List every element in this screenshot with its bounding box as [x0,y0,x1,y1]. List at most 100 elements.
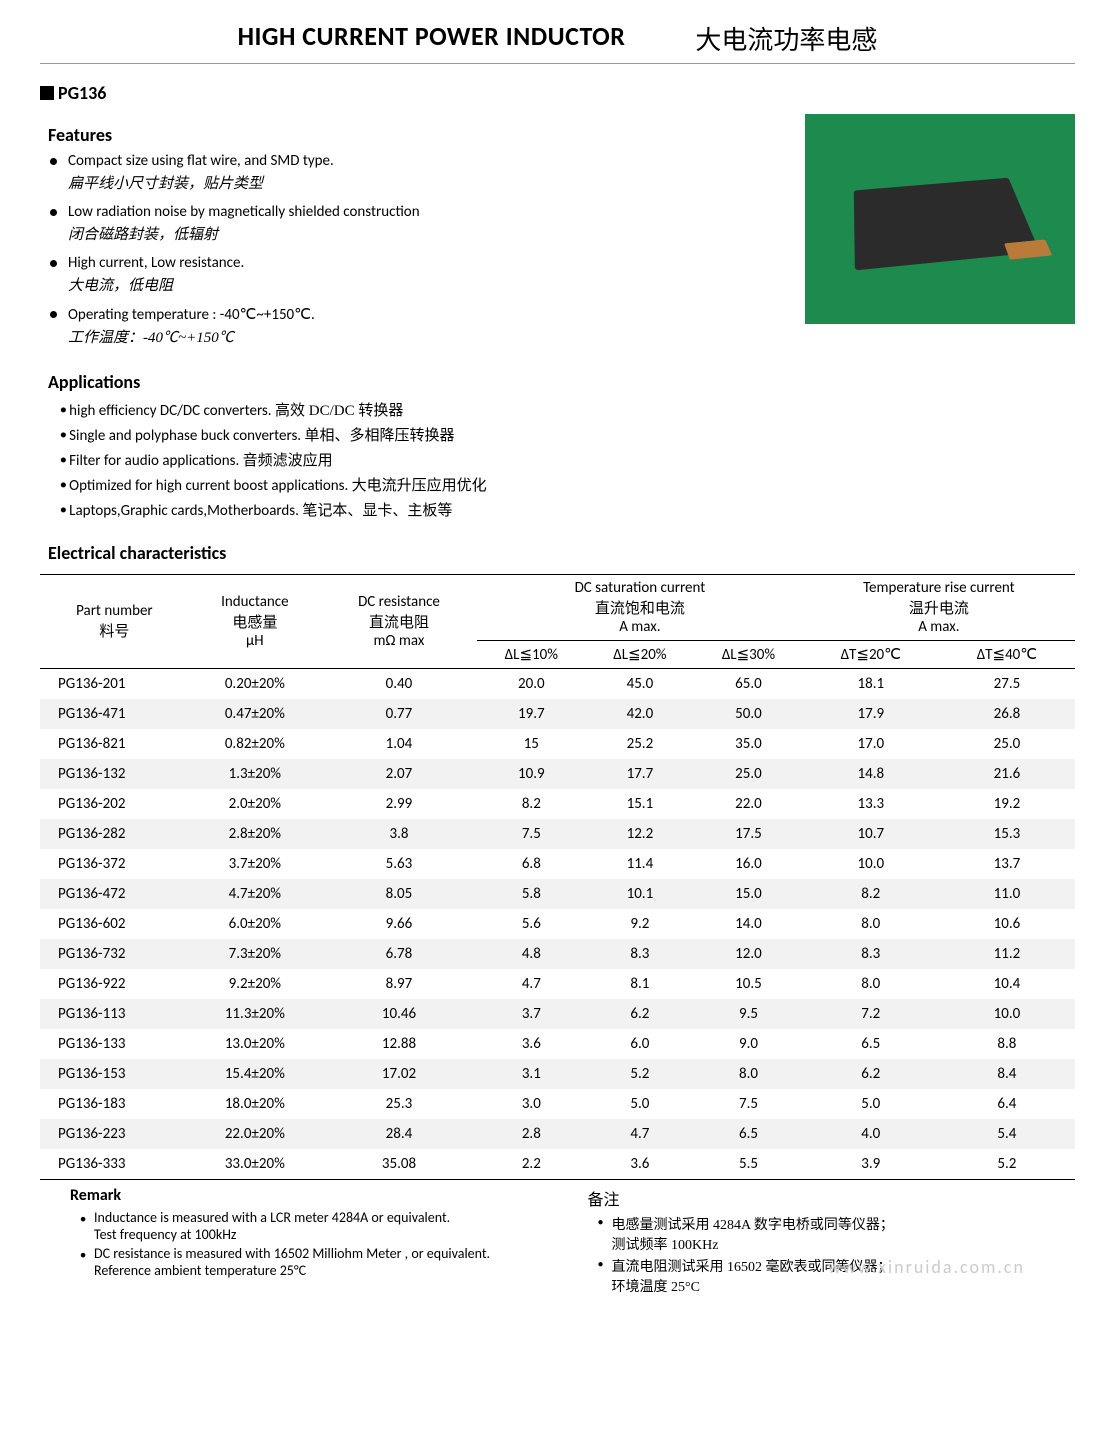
table-cell: 11.3±20% [189,999,321,1029]
app-cn: 高效 DC/DC 转换器 [275,403,403,419]
app-en: Filter for audio applications. [69,452,239,470]
table-cell: 22.0 [694,789,803,819]
table-cell: 8.2 [477,789,586,819]
applications-list: high efficiency DC/DC converters. 高效 DC/… [40,399,1075,520]
table-cell: 25.0 [939,729,1075,759]
product-photo [805,114,1075,324]
table-cell: 17.5 [694,819,803,849]
remark-heading-en: Remark [70,1186,538,1205]
table-cell: 7.5 [694,1089,803,1119]
table-cell: 35.0 [694,729,803,759]
table-cell: 2.2 [477,1149,586,1180]
table-cell: 9.2±20% [189,969,321,999]
feature-en: Low radiation noise by magnetically shie… [68,203,420,221]
table-cell: 8.0 [694,1059,803,1089]
table-cell: 18.0±20% [189,1089,321,1119]
app-cn: 单相、多相降压转换器 [305,428,455,444]
table-cell: 19.2 [939,789,1075,819]
table-cell: 10.5 [694,969,803,999]
table-cell: 10.46 [321,999,477,1029]
app-en: Optimized for high current boost applica… [69,477,348,495]
table-cell: 7.3±20% [189,939,321,969]
table-cell: 22.0±20% [189,1119,321,1149]
col-group-temp: Temperature rise current 温升电流 A max. [803,575,1075,641]
table-cell: 6.4 [939,1089,1075,1119]
table-cell: 14.8 [803,759,939,789]
remark-item: 电感量测试采用 4284A 数字电桥或同等仪器；测试频率 100KHz [598,1214,1056,1254]
table-cell: 15 [477,729,586,759]
feature-item: Compact size using flat wire, and SMD ty… [68,152,785,193]
table-row: PG136-18318.0±20%25.33.05.07.55.06.4 [40,1089,1075,1119]
table-cell: 35.08 [321,1149,477,1180]
table-cell: PG136-372 [40,849,189,879]
table-cell: 5.0 [586,1089,695,1119]
table-row: PG136-6026.0±20%9.665.69.214.08.010.6 [40,909,1075,939]
feature-item: Low radiation noise by magnetically shie… [68,203,785,244]
table-cell: PG136-821 [40,729,189,759]
remark-section: Remark Inductance is measured with a LCR… [40,1186,1075,1298]
table-cell: 8.3 [803,939,939,969]
table-cell: 3.0 [477,1089,586,1119]
table-row: PG136-4724.7±20%8.055.810.115.08.211.0 [40,879,1075,909]
table-cell: 27.5 [939,669,1075,700]
table-cell: 17.9 [803,699,939,729]
table-cell: PG136-132 [40,759,189,789]
table-row: PG136-11311.3±20%10.463.76.29.57.210.0 [40,999,1075,1029]
table-cell: PG136-732 [40,939,189,969]
table-cell: 2.0±20% [189,789,321,819]
table-cell: PG136-223 [40,1119,189,1149]
table-cell: PG136-202 [40,789,189,819]
page-header: HIGH CURRENT POWER INDUCTOR 大电流功率电感 [40,20,1075,64]
col-temp-40: ΔT≦40℃ [939,641,1075,669]
features-list: Compact size using flat wire, and SMD ty… [40,152,785,347]
table-cell: 8.05 [321,879,477,909]
feature-en: Compact size using flat wire, and SMD ty… [68,152,334,170]
table-cell: 50.0 [694,699,803,729]
col-sat-20: ΔL≦20% [586,641,695,669]
app-en: Single and polyphase buck converters. [69,427,301,445]
table-cell: 2.8±20% [189,819,321,849]
table-row: PG136-33333.0±20%35.082.23.65.53.95.2 [40,1149,1075,1180]
table-cell: 0.40 [321,669,477,700]
col-dcr: DC resistance 直流电阻 mΩ max [321,575,477,669]
table-row: PG136-15315.4±20%17.023.15.28.06.28.4 [40,1059,1075,1089]
table-cell: 14.0 [694,909,803,939]
table-cell: 9.5 [694,999,803,1029]
table-cell: PG136-183 [40,1089,189,1119]
table-cell: PG136-472 [40,879,189,909]
remark-item: DC resistance is measured with 16502 Mil… [80,1245,538,1279]
table-cell: 42.0 [586,699,695,729]
feature-cn: 闭合磁路封装，低辐射 [68,223,785,244]
app-en: high efficiency DC/DC converters. [69,402,271,420]
col-inductance: Inductance 电感量 μH [189,575,321,669]
table-cell: 11.0 [939,879,1075,909]
table-cell: 8.0 [803,909,939,939]
table-cell: PG136-153 [40,1059,189,1089]
table-cell: 6.5 [803,1029,939,1059]
remark-item: Inductance is measured with a LCR meter … [80,1209,538,1243]
remark-sub: 测试频率 100KHz [612,1234,1056,1254]
table-cell: PG136-922 [40,969,189,999]
table-cell: 15.1 [586,789,695,819]
table-cell: 1.04 [321,729,477,759]
table-cell: 11.4 [586,849,695,879]
spec-table: Part number 料号 Inductance 电感量 μH DC resi… [40,574,1075,1180]
table-cell: 6.0 [586,1029,695,1059]
table-cell: 20.0 [477,669,586,700]
square-bullet-icon [40,86,54,100]
table-cell: 0.47±20% [189,699,321,729]
features-heading: Features [48,124,785,146]
table-cell: 0.82±20% [189,729,321,759]
model-number: PG136 [58,82,106,104]
application-item: high efficiency DC/DC converters. 高效 DC/… [60,399,1075,420]
table-cell: 5.2 [939,1149,1075,1180]
table-cell: 5.5 [694,1149,803,1180]
table-cell: 6.0±20% [189,909,321,939]
table-cell: PG136-333 [40,1149,189,1180]
table-cell: 26.8 [939,699,1075,729]
table-cell: 8.1 [586,969,695,999]
table-cell: 15.3 [939,819,1075,849]
table-cell: 3.6 [586,1149,695,1180]
feature-en: High current, Low resistance. [68,254,244,272]
table-cell: 5.0 [803,1089,939,1119]
